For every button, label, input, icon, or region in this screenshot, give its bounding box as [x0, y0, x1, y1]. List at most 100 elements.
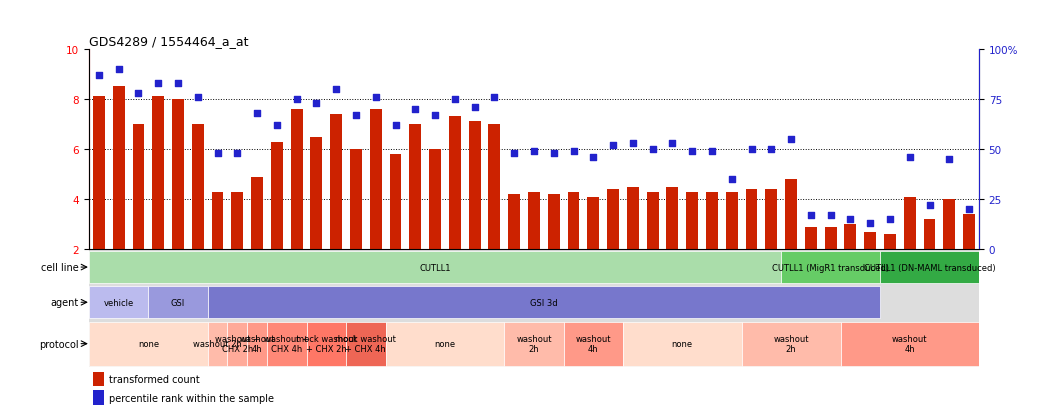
Bar [251, 177, 263, 250]
Point [229, 150, 246, 157]
Bar [449, 117, 461, 250]
Bar [548, 195, 560, 250]
Bar [429, 150, 441, 250]
Text: mock washout
+ CHX 4h: mock washout + CHX 4h [335, 335, 397, 353]
Point [90, 72, 107, 79]
Bar [307, 322, 347, 366]
Bar [825, 227, 837, 250]
Point [763, 147, 780, 153]
Text: agent: agent [50, 297, 79, 308]
Point [585, 154, 602, 161]
Bar [864, 233, 876, 250]
Bar [385, 322, 505, 366]
Text: vehicle: vehicle [104, 298, 134, 307]
Text: none: none [435, 339, 455, 348]
Bar [267, 322, 307, 366]
Text: CUTLL1 (DN-MAML transduced): CUTLL1 (DN-MAML transduced) [864, 263, 996, 272]
Point [743, 147, 760, 153]
Bar [469, 122, 481, 250]
Point [882, 216, 898, 223]
Point [367, 94, 384, 101]
Point [427, 112, 444, 119]
Point [506, 150, 522, 157]
Point [624, 140, 641, 147]
Bar [93, 390, 104, 405]
Bar [765, 190, 777, 250]
Bar [963, 215, 975, 250]
Point [170, 80, 186, 87]
Point [249, 110, 266, 117]
Text: GSI 3d: GSI 3d [530, 298, 558, 307]
Text: transformed count: transformed count [110, 374, 200, 384]
Point [190, 94, 206, 101]
Bar [207, 322, 227, 366]
Bar [805, 227, 817, 250]
Bar [231, 192, 243, 250]
Bar [93, 97, 105, 250]
Point [901, 154, 918, 161]
Bar [247, 322, 267, 366]
Point [723, 176, 740, 183]
Bar [207, 286, 881, 319]
Bar [192, 125, 204, 250]
Point [704, 148, 720, 155]
Bar [113, 87, 125, 250]
Bar [489, 125, 500, 250]
Bar [211, 192, 223, 250]
Bar [152, 97, 164, 250]
Bar [587, 197, 599, 250]
Bar [841, 322, 979, 366]
Point [941, 157, 958, 163]
Bar [745, 190, 757, 250]
Point [842, 216, 859, 223]
Point [268, 122, 285, 129]
Bar [93, 372, 104, 386]
Bar [567, 192, 579, 250]
Point [328, 86, 344, 93]
Point [387, 122, 404, 129]
Bar [227, 322, 247, 366]
Point [466, 104, 483, 111]
Point [802, 213, 819, 219]
Point [565, 148, 582, 155]
Bar [923, 220, 935, 250]
Bar [623, 322, 741, 366]
Bar [627, 187, 639, 250]
Bar [271, 142, 283, 250]
Bar [781, 251, 881, 284]
Text: washout 2h: washout 2h [193, 339, 242, 348]
Bar [89, 322, 207, 366]
Text: GSI: GSI [171, 298, 185, 307]
Text: GDS4289 / 1554464_a_at: GDS4289 / 1554464_a_at [89, 36, 248, 48]
Bar [667, 187, 678, 250]
Bar [881, 251, 979, 284]
Text: CUTLL1: CUTLL1 [420, 263, 451, 272]
Point [407, 107, 424, 113]
Bar [686, 192, 698, 250]
Point [644, 147, 661, 153]
Bar [563, 322, 623, 366]
Point [348, 112, 364, 119]
Bar [311, 137, 322, 250]
Text: washout
4h: washout 4h [240, 335, 275, 353]
Point [921, 202, 938, 209]
Point [288, 96, 305, 103]
Bar [726, 192, 738, 250]
Text: washout +
CHX 4h: washout + CHX 4h [264, 335, 309, 353]
Bar [330, 115, 342, 250]
Point [961, 206, 978, 213]
Point [684, 148, 700, 155]
Bar [350, 150, 362, 250]
Bar [172, 100, 184, 250]
Bar [943, 200, 955, 250]
Text: washout
4h: washout 4h [576, 335, 611, 353]
Bar [389, 155, 401, 250]
Point [486, 94, 503, 101]
Bar [706, 192, 718, 250]
Text: protocol: protocol [39, 339, 79, 349]
Bar [89, 286, 149, 319]
Text: washout
2h: washout 2h [774, 335, 809, 353]
Text: mock washout
+ CHX 2h: mock washout + CHX 2h [296, 335, 357, 353]
Bar [607, 190, 619, 250]
Point [150, 80, 166, 87]
